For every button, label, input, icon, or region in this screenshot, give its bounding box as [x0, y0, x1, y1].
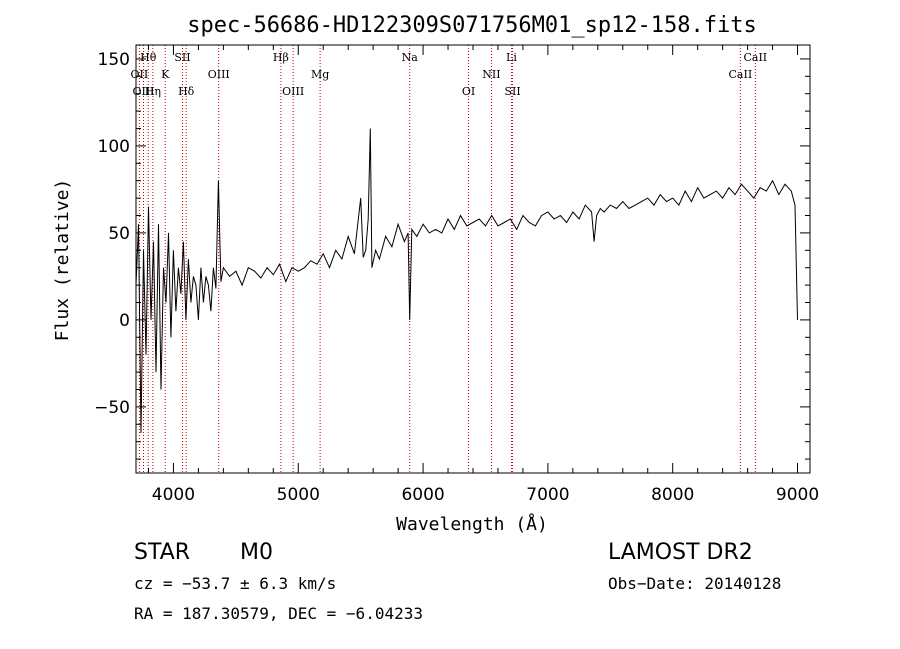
spectral-line-label: NII — [482, 68, 500, 81]
obs-date: Obs−Date: 20140128 — [608, 574, 782, 593]
spectral-line-label: CaII — [729, 68, 753, 81]
subclass: M0 — [240, 540, 273, 565]
spectral-line-label: Mg — [311, 68, 329, 81]
x-tick-label: 7000 — [526, 485, 569, 505]
x-tick-label: 4000 — [152, 485, 195, 505]
spectral-line-markers — [138, 45, 756, 473]
coordinates-text: RA = 187.30579, DEC = −6.04233 — [134, 604, 423, 623]
spectral-line-label: Li — [506, 51, 517, 64]
spectral-line-label: SII — [504, 85, 520, 98]
spectral-line-label: Na — [402, 51, 419, 64]
x-tick-label: 5000 — [277, 485, 320, 505]
spectral-line-label: OII — [131, 68, 149, 81]
spectral-line-label: Hδ — [178, 85, 195, 98]
plot-frame — [135, 44, 811, 474]
x-tick-label: 8000 — [651, 485, 694, 505]
spectral-line-label: Hθ — [140, 51, 157, 64]
spectral-line-label: K — [161, 68, 170, 81]
x-tick-label: 6000 — [401, 485, 444, 505]
y-axis-ticks: −50 0 50 100 150 — [94, 50, 810, 460]
y-tick-label: 100 — [98, 137, 130, 157]
y-tick-label: 50 — [108, 224, 130, 244]
y-tick-label: −50 — [94, 398, 130, 418]
chart-title: spec-56686-HD122309S071756M01_sp12-158.f… — [187, 13, 757, 38]
x-axis-ticks: 4000 5000 6000 7000 8000 9000 — [147, 45, 819, 505]
spectral-line-label: OIII — [282, 85, 304, 98]
object-class: STAR — [134, 540, 191, 565]
y-axis-label: Flux (relative) — [52, 179, 73, 342]
redshift-text: cz = −53.7 ± 6.3 km/s — [134, 574, 337, 593]
y-tick-label: 0 — [119, 311, 130, 331]
x-axis-label: Wavelength (Å) — [396, 513, 548, 535]
spectral-line-label: OIII — [208, 68, 230, 81]
spectral-line-label: CaII — [743, 51, 767, 64]
spectral-line-label: SII — [174, 51, 190, 64]
survey-name: LAMOST DR2 — [608, 540, 753, 565]
spectrum-series — [135, 128, 798, 434]
x-tick-label: 9000 — [776, 485, 819, 505]
spectrum-line — [135, 128, 798, 434]
spectral-line-label: Hβ — [273, 51, 289, 64]
spectral-line-label: OI — [462, 85, 475, 98]
spectral-line-label: OIII — [132, 85, 154, 98]
y-tick-label: 150 — [98, 50, 130, 70]
spectral-line-label: Hη — [145, 85, 161, 98]
spectral-line-labels: HθOIIOIIIHηSIIKHδOIIIHβOIIIMgNaOINIILiSI… — [131, 51, 768, 98]
